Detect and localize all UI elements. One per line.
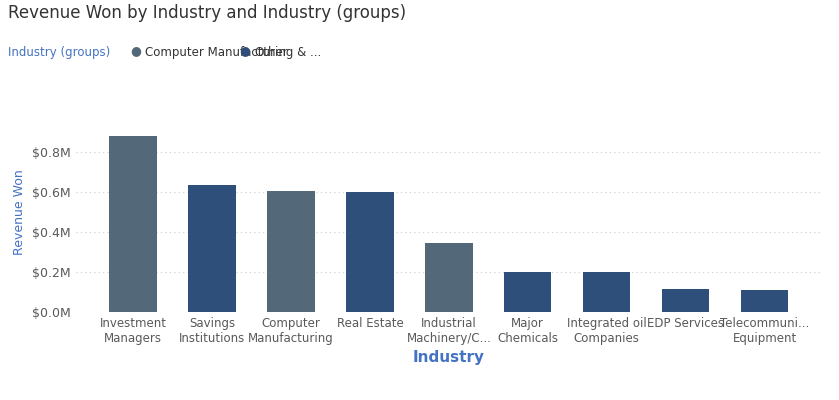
X-axis label: Industry: Industry <box>413 350 485 366</box>
Bar <box>109 136 157 312</box>
Y-axis label: Revenue Won: Revenue Won <box>13 169 26 255</box>
Bar <box>347 192 393 312</box>
Text: Revenue Won by Industry and Industry (groups): Revenue Won by Industry and Industry (gr… <box>8 4 407 22</box>
Bar <box>425 243 472 312</box>
Bar <box>741 290 789 312</box>
Text: ●: ● <box>239 44 250 57</box>
Bar <box>583 272 630 312</box>
Text: Other: Other <box>254 46 288 59</box>
Bar <box>662 289 709 312</box>
Text: Industry (groups): Industry (groups) <box>8 46 111 59</box>
Bar <box>268 191 315 312</box>
Text: ●: ● <box>130 44 141 57</box>
Bar <box>189 185 236 312</box>
Text: Computer Manufacturing & ...: Computer Manufacturing & ... <box>145 46 321 59</box>
Bar <box>504 272 551 312</box>
